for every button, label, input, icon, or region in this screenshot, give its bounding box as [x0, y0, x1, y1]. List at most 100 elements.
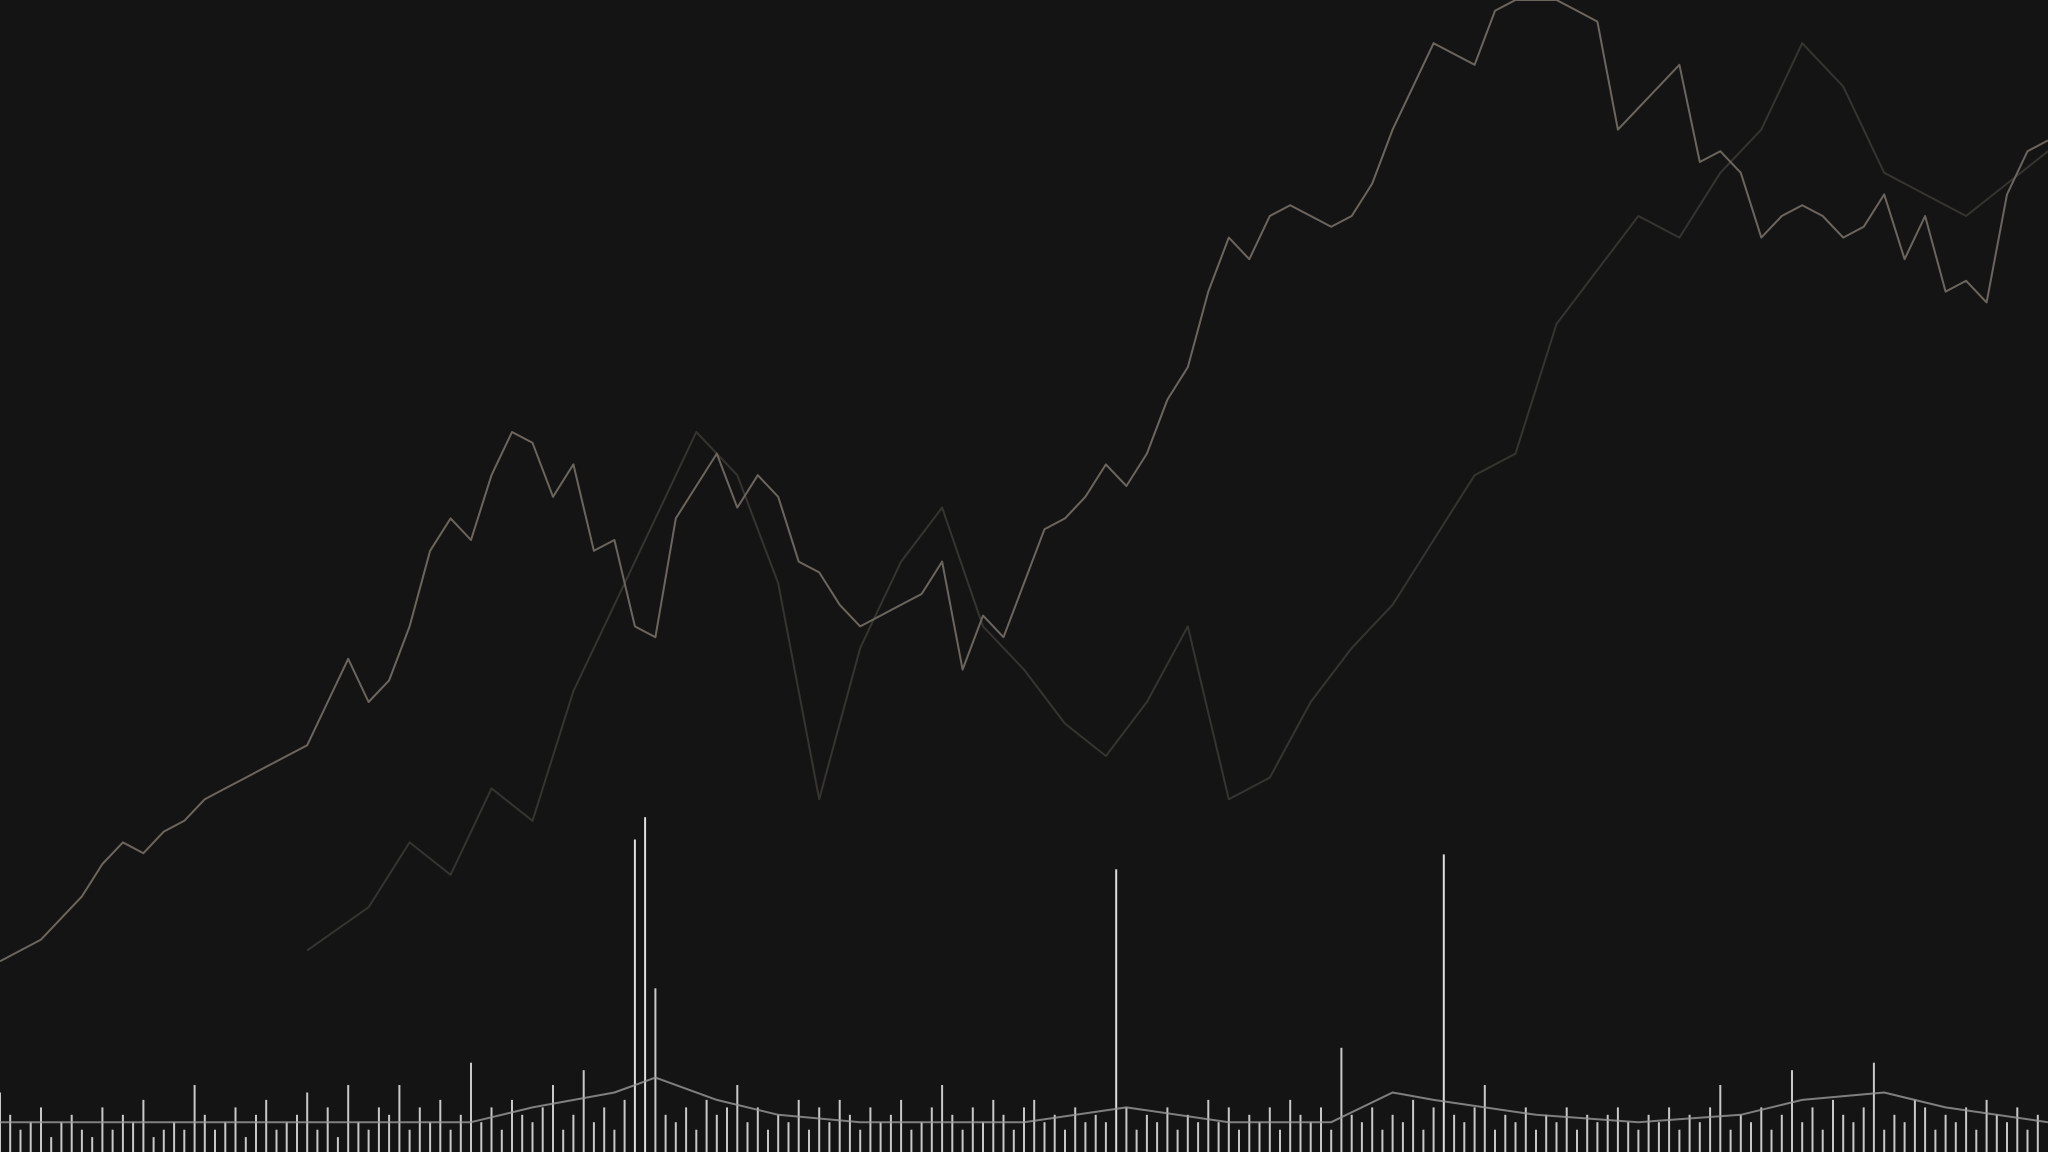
- volume-bar: [1432, 1107, 1435, 1152]
- volume-bar: [408, 1129, 411, 1152]
- volume-bar: [1483, 1085, 1486, 1152]
- volume-bar: [40, 1107, 42, 1152]
- volume-bar: [951, 1114, 954, 1152]
- volume-bar: [255, 1114, 257, 1152]
- volume-bar: [1514, 1122, 1517, 1152]
- volume-bar: [132, 1122, 135, 1152]
- secondary-price-layer: [306, 42, 2048, 952]
- volume-bar: [603, 1107, 606, 1152]
- volume-bar: [1729, 1129, 1732, 1152]
- volume-bar: [541, 1107, 544, 1152]
- volume-bar: [490, 1107, 493, 1152]
- volume-bar: [2036, 1114, 2039, 1152]
- volume-bar: [1309, 1122, 1312, 1152]
- volume-bar: [1545, 1114, 1548, 1152]
- volume-bar: [80, 1129, 83, 1152]
- volume-bar: [787, 1122, 790, 1152]
- volume-bar: [1944, 1114, 1947, 1152]
- volume-bar: [1924, 1107, 1927, 1152]
- volume-bar: [326, 1107, 329, 1152]
- volume-bar: [1504, 1114, 1507, 1152]
- volume-bar: [1074, 1107, 1077, 1152]
- volume-bar: [439, 1099, 442, 1152]
- volume-bar: [1801, 1122, 1804, 1152]
- volume-bar: [1832, 1099, 1834, 1152]
- volume-bar: [1453, 1114, 1456, 1152]
- volume-bar: [900, 1099, 903, 1152]
- volume-bar: [29, 1122, 32, 1152]
- volume-moving-average-line: [0, 1076, 2048, 1124]
- volume-bar: [111, 1129, 114, 1152]
- volume-bar: [1381, 1129, 1384, 1152]
- volume-bar: [1872, 1062, 1875, 1152]
- volume-bar: [511, 1099, 513, 1152]
- volume-bar: [19, 1129, 22, 1152]
- volume-bar: [275, 1129, 278, 1152]
- volume-bar: [992, 1099, 995, 1152]
- volume-bar: [1596, 1122, 1599, 1152]
- volume-bar: [521, 1114, 524, 1152]
- volume-bar: [838, 1099, 841, 1152]
- volume-bar: [982, 1122, 984, 1152]
- volume-bar: [1023, 1107, 1025, 1152]
- volume-bar: [91, 1137, 94, 1152]
- volume-bar: [1340, 1047, 1343, 1152]
- volume-bar: [685, 1107, 688, 1152]
- volume-bar: [797, 1099, 800, 1152]
- volume-bar: [1463, 1122, 1466, 1152]
- volume-bar: [592, 1122, 595, 1152]
- volume-bar: [859, 1129, 862, 1152]
- volume-bar: [623, 1099, 626, 1152]
- volume-bar: [1750, 1122, 1752, 1152]
- volume-bar: [1135, 1129, 1138, 1152]
- volume-bar: [70, 1114, 73, 1152]
- volume-bar: [746, 1122, 749, 1152]
- volume-bar: [1893, 1114, 1896, 1152]
- volume-bar: [265, 1099, 268, 1152]
- volume-bar: [2006, 1122, 2008, 1152]
- volume-bar: [562, 1129, 565, 1152]
- volume-bar: [879, 1122, 882, 1152]
- volume-bar: [1391, 1114, 1394, 1152]
- volume-bar: [1360, 1122, 1363, 1152]
- volume-bar: [828, 1122, 831, 1152]
- volume-bar: [1043, 1122, 1046, 1152]
- volume-bar: [1033, 1099, 1036, 1152]
- volume-bar: [736, 1085, 739, 1152]
- volume-bar: [654, 988, 657, 1152]
- volume-bar: [1780, 1114, 1783, 1152]
- volume-bar: [1053, 1114, 1056, 1152]
- volume-bar: [1709, 1107, 1712, 1152]
- volume-bar: [664, 1114, 667, 1152]
- volume-bar: [60, 1122, 63, 1152]
- volume-bar: [1842, 1114, 1845, 1152]
- volume-bar: [572, 1114, 575, 1152]
- volume-bar: [1811, 1107, 1814, 1152]
- volume-bar: [1186, 1114, 1189, 1152]
- volume-bar: [173, 1122, 176, 1152]
- volume-bar: [1473, 1107, 1476, 1152]
- volume-bar: [398, 1085, 401, 1152]
- volume-bar: [1299, 1114, 1302, 1152]
- volume-bar: [705, 1099, 708, 1152]
- primary-price-layer: [0, 0, 2048, 963]
- volume-bar: [1985, 1099, 1988, 1152]
- volume-bar: [152, 1137, 155, 1152]
- volume-bar: [1934, 1129, 1937, 1152]
- volume-bar: [1104, 1122, 1107, 1152]
- volume-bar: [1698, 1122, 1701, 1152]
- volume-bar: [1535, 1129, 1537, 1152]
- volume-bar: [1320, 1107, 1322, 1152]
- volume-bar: [1258, 1122, 1261, 1152]
- volume-bar: [715, 1114, 718, 1152]
- volume-bar: [9, 1114, 12, 1152]
- volume-bar: [1913, 1099, 1916, 1152]
- volume-bar: [1668, 1107, 1671, 1152]
- volume-bar: [162, 1129, 165, 1152]
- volume-bar: [777, 1114, 780, 1152]
- volume-bar: [633, 839, 636, 1152]
- volume-bar: [1197, 1122, 1200, 1152]
- volume-bar: [347, 1085, 350, 1152]
